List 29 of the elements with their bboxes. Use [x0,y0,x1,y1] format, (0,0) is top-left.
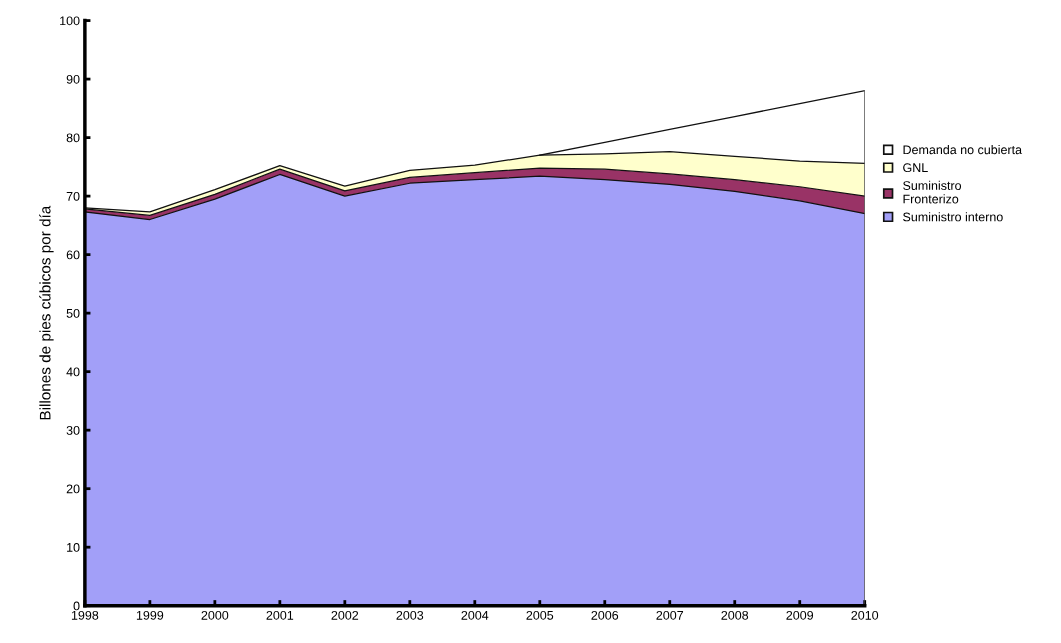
y-tick-label: 70 [66,191,80,201]
x-tick-label: 2000 [201,610,229,620]
legend-label: GNL [903,163,928,173]
y-tick-label: 100 [60,16,80,26]
x-tick-label: 2009 [786,610,814,620]
x-tick-label: 2006 [591,610,619,620]
x-tick-label: 1999 [136,610,164,620]
legend-label: Suministro interno [903,212,1003,222]
y-tick-label: 40 [66,367,80,377]
x-tick-label: 2007 [656,610,684,620]
x-tick-label: 2001 [266,610,294,620]
y-tick-label: 60 [66,250,80,260]
y-axis-title: Billones de pies cúbicos por día [39,205,54,420]
x-tick-label: 2002 [331,610,359,620]
y-tick-label: 80 [66,133,80,143]
y-tick-label: 90 [66,74,80,84]
y-tick-label: 50 [66,308,80,318]
legend-label: Suministro Fronterizo [903,180,962,204]
x-tick-label: 1998 [71,610,99,620]
x-tick-label: 2010 [851,610,879,620]
legend-label: Demanda no cubierta [903,145,1023,155]
x-tick-label: 2008 [721,610,749,620]
y-tick-label: 0 [73,601,80,611]
y-tick-label: 20 [66,484,80,494]
y-tick-label: 30 [66,425,80,435]
x-tick-label: 2003 [396,610,424,620]
x-tick-label: 2005 [526,610,554,620]
y-tick-label: 10 [67,542,80,552]
x-tick-label: 2004 [461,610,489,620]
